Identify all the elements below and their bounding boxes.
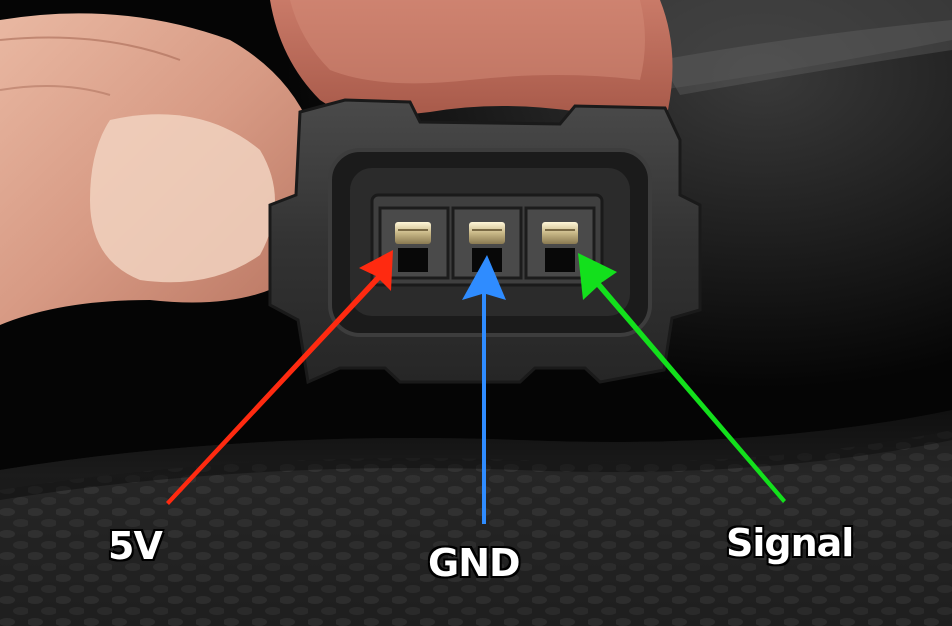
five-volt-arrow [166, 250, 393, 505]
ground-arrow [462, 255, 506, 524]
signal-label: Signal [725, 521, 855, 565]
ground-label: GND [427, 541, 522, 585]
signal-arrow [578, 253, 786, 503]
five-volt-label: 5V [107, 524, 164, 568]
